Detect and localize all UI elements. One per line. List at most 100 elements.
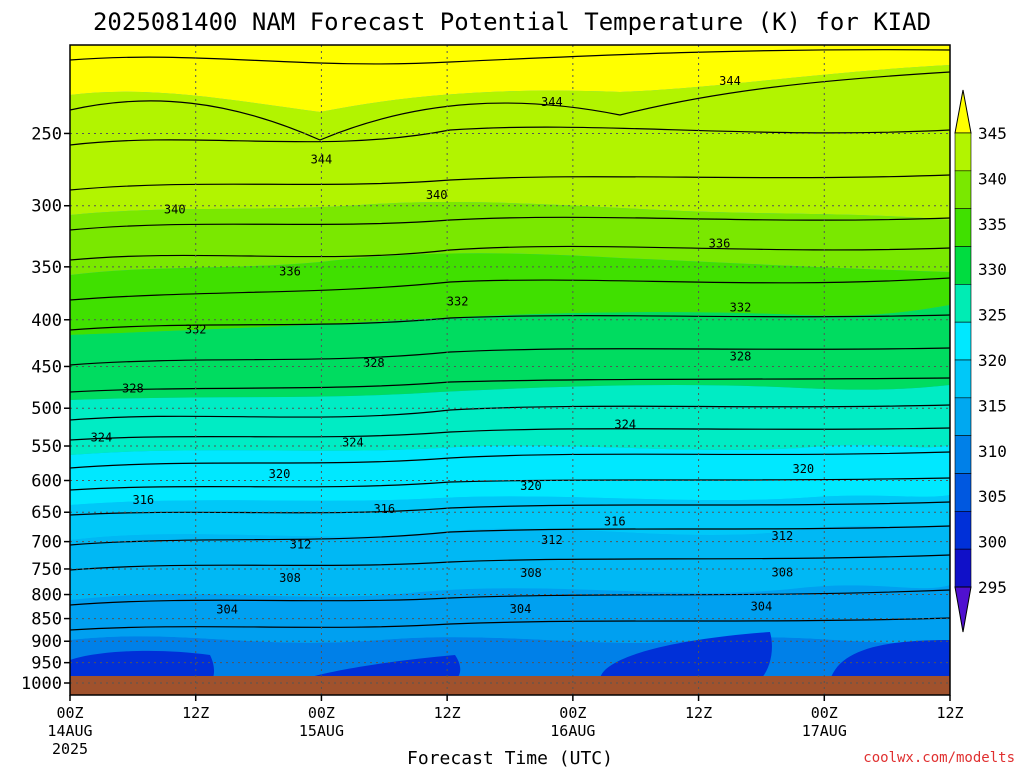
x-tick-label: 12Z [685, 704, 712, 722]
ground [70, 676, 950, 695]
band-328 [70, 305, 950, 400]
x-tick-label: 00Z [56, 704, 83, 722]
contour-label: 328 [363, 356, 385, 370]
colorbar-label: 305 [978, 487, 1007, 506]
colorbar-label: 295 [978, 578, 1007, 597]
y-axis: 2503003504004505005506006507007508008509… [21, 124, 70, 694]
colorbar-label: 315 [978, 396, 1007, 415]
colorbar-swatch [954, 397, 972, 436]
contour-label: 308 [279, 571, 301, 585]
colorbar-swatch [954, 208, 972, 247]
colorbar-label: 340 [978, 169, 1007, 188]
y-tick-label: 450 [31, 357, 62, 377]
y-tick-label: 750 [31, 560, 62, 580]
colorbar-swatch [954, 132, 972, 172]
contour-label: 340 [164, 203, 186, 217]
contour-label: 328 [730, 350, 752, 364]
contour-label: 340 [426, 188, 448, 202]
contour-label: 324 [342, 435, 364, 449]
contour-label: 320 [792, 462, 814, 476]
contour-label: 332 [185, 323, 207, 337]
contour-label: 344 [541, 95, 563, 109]
colorbar-label: 320 [978, 351, 1007, 370]
y-tick-label: 700 [31, 533, 62, 553]
x-tick-label: 00Z [308, 704, 335, 722]
contour-label: 336 [709, 237, 731, 251]
y-tick-label: 600 [31, 472, 62, 492]
x-tick-date: 14AUG [47, 722, 92, 740]
colorbar-swatch [954, 473, 972, 512]
colorbar-swatch [954, 321, 972, 361]
contour-lines [70, 49, 950, 631]
chart-title: 2025081400 NAM Forecast Potential Temper… [93, 8, 931, 36]
contour-label: 316 [373, 502, 395, 516]
contour-label: 320 [269, 467, 291, 481]
colorbar-label: 335 [978, 215, 1007, 234]
colorbar-swatch [954, 511, 972, 550]
band-324 [70, 385, 950, 455]
x-tick-label: 00Z [559, 704, 586, 722]
y-tick-label: 550 [31, 437, 62, 457]
y-tick-label: 1000 [21, 674, 62, 694]
contour-label: 312 [290, 537, 312, 551]
y-tick-label: 350 [31, 258, 62, 278]
y-tick-label: 950 [31, 654, 62, 674]
band-308 [70, 585, 950, 643]
x-tick-label: 12Z [182, 704, 209, 722]
contour-label: 344 [719, 74, 741, 88]
x-axis-label: Forecast Time (UTC) [407, 748, 613, 768]
x-tick-date: 15AUG [299, 722, 344, 740]
x-tick-label: 12Z [936, 704, 963, 722]
colorbar-swatch [954, 548, 972, 588]
x-tick-label: 12Z [434, 704, 461, 722]
contour-label: 312 [772, 529, 794, 543]
colorbar-label: 345 [978, 124, 1007, 143]
band-coldest [70, 632, 950, 680]
x-tick-label: 00Z [811, 704, 838, 722]
band-320 [70, 445, 950, 505]
contour-label: 312 [541, 533, 563, 547]
colorbar-swatch [954, 284, 972, 323]
contour-label: 328 [122, 382, 144, 396]
contour-label: 336 [279, 264, 301, 278]
colorbar-swatch [954, 246, 972, 285]
x-tick-date: 17AUG [802, 722, 847, 740]
y-tick-label: 900 [31, 632, 62, 652]
colorbar-label: 330 [978, 260, 1007, 279]
contour-label: 316 [132, 493, 154, 507]
y-tick-label: 500 [31, 399, 62, 419]
colorbar-arrow-bottom [954, 586, 972, 633]
contour-label: 332 [447, 295, 469, 309]
credit-text: coolwx.com/modelts [863, 750, 1015, 766]
x-tick-year: 2025 [52, 740, 88, 758]
colorbar-swatch [954, 435, 972, 474]
colorbar: 345 340 335 330 325 320 315 310 305 300 295 [954, 89, 1007, 633]
y-tick-label: 800 [31, 586, 62, 606]
band-332 [70, 253, 950, 335]
contour-label: 304 [216, 603, 238, 617]
contour-label: 304 [751, 600, 773, 614]
colorbar-swatch [954, 170, 972, 209]
contour-label: 320 [520, 479, 542, 493]
contour-label: 316 [604, 514, 626, 528]
band-312 [70, 525, 950, 600]
y-tick-label: 250 [31, 124, 62, 144]
y-tick-label: 650 [31, 503, 62, 523]
colorbar-arrow-top [954, 89, 972, 134]
colorbar-label: 325 [978, 306, 1007, 325]
plot-frame [69, 44, 951, 696]
contour-label: 304 [510, 602, 532, 616]
contour-label: 308 [772, 566, 794, 580]
y-tick-label: 850 [31, 610, 62, 630]
colorbar-label: 300 [978, 533, 1007, 552]
contour-label: 332 [730, 301, 752, 315]
colorbar-label: 310 [978, 442, 1007, 461]
band-340 [70, 65, 950, 220]
contour-label: 308 [520, 566, 542, 580]
contour-label: 324 [614, 418, 636, 432]
y-tick-label: 400 [31, 311, 62, 331]
